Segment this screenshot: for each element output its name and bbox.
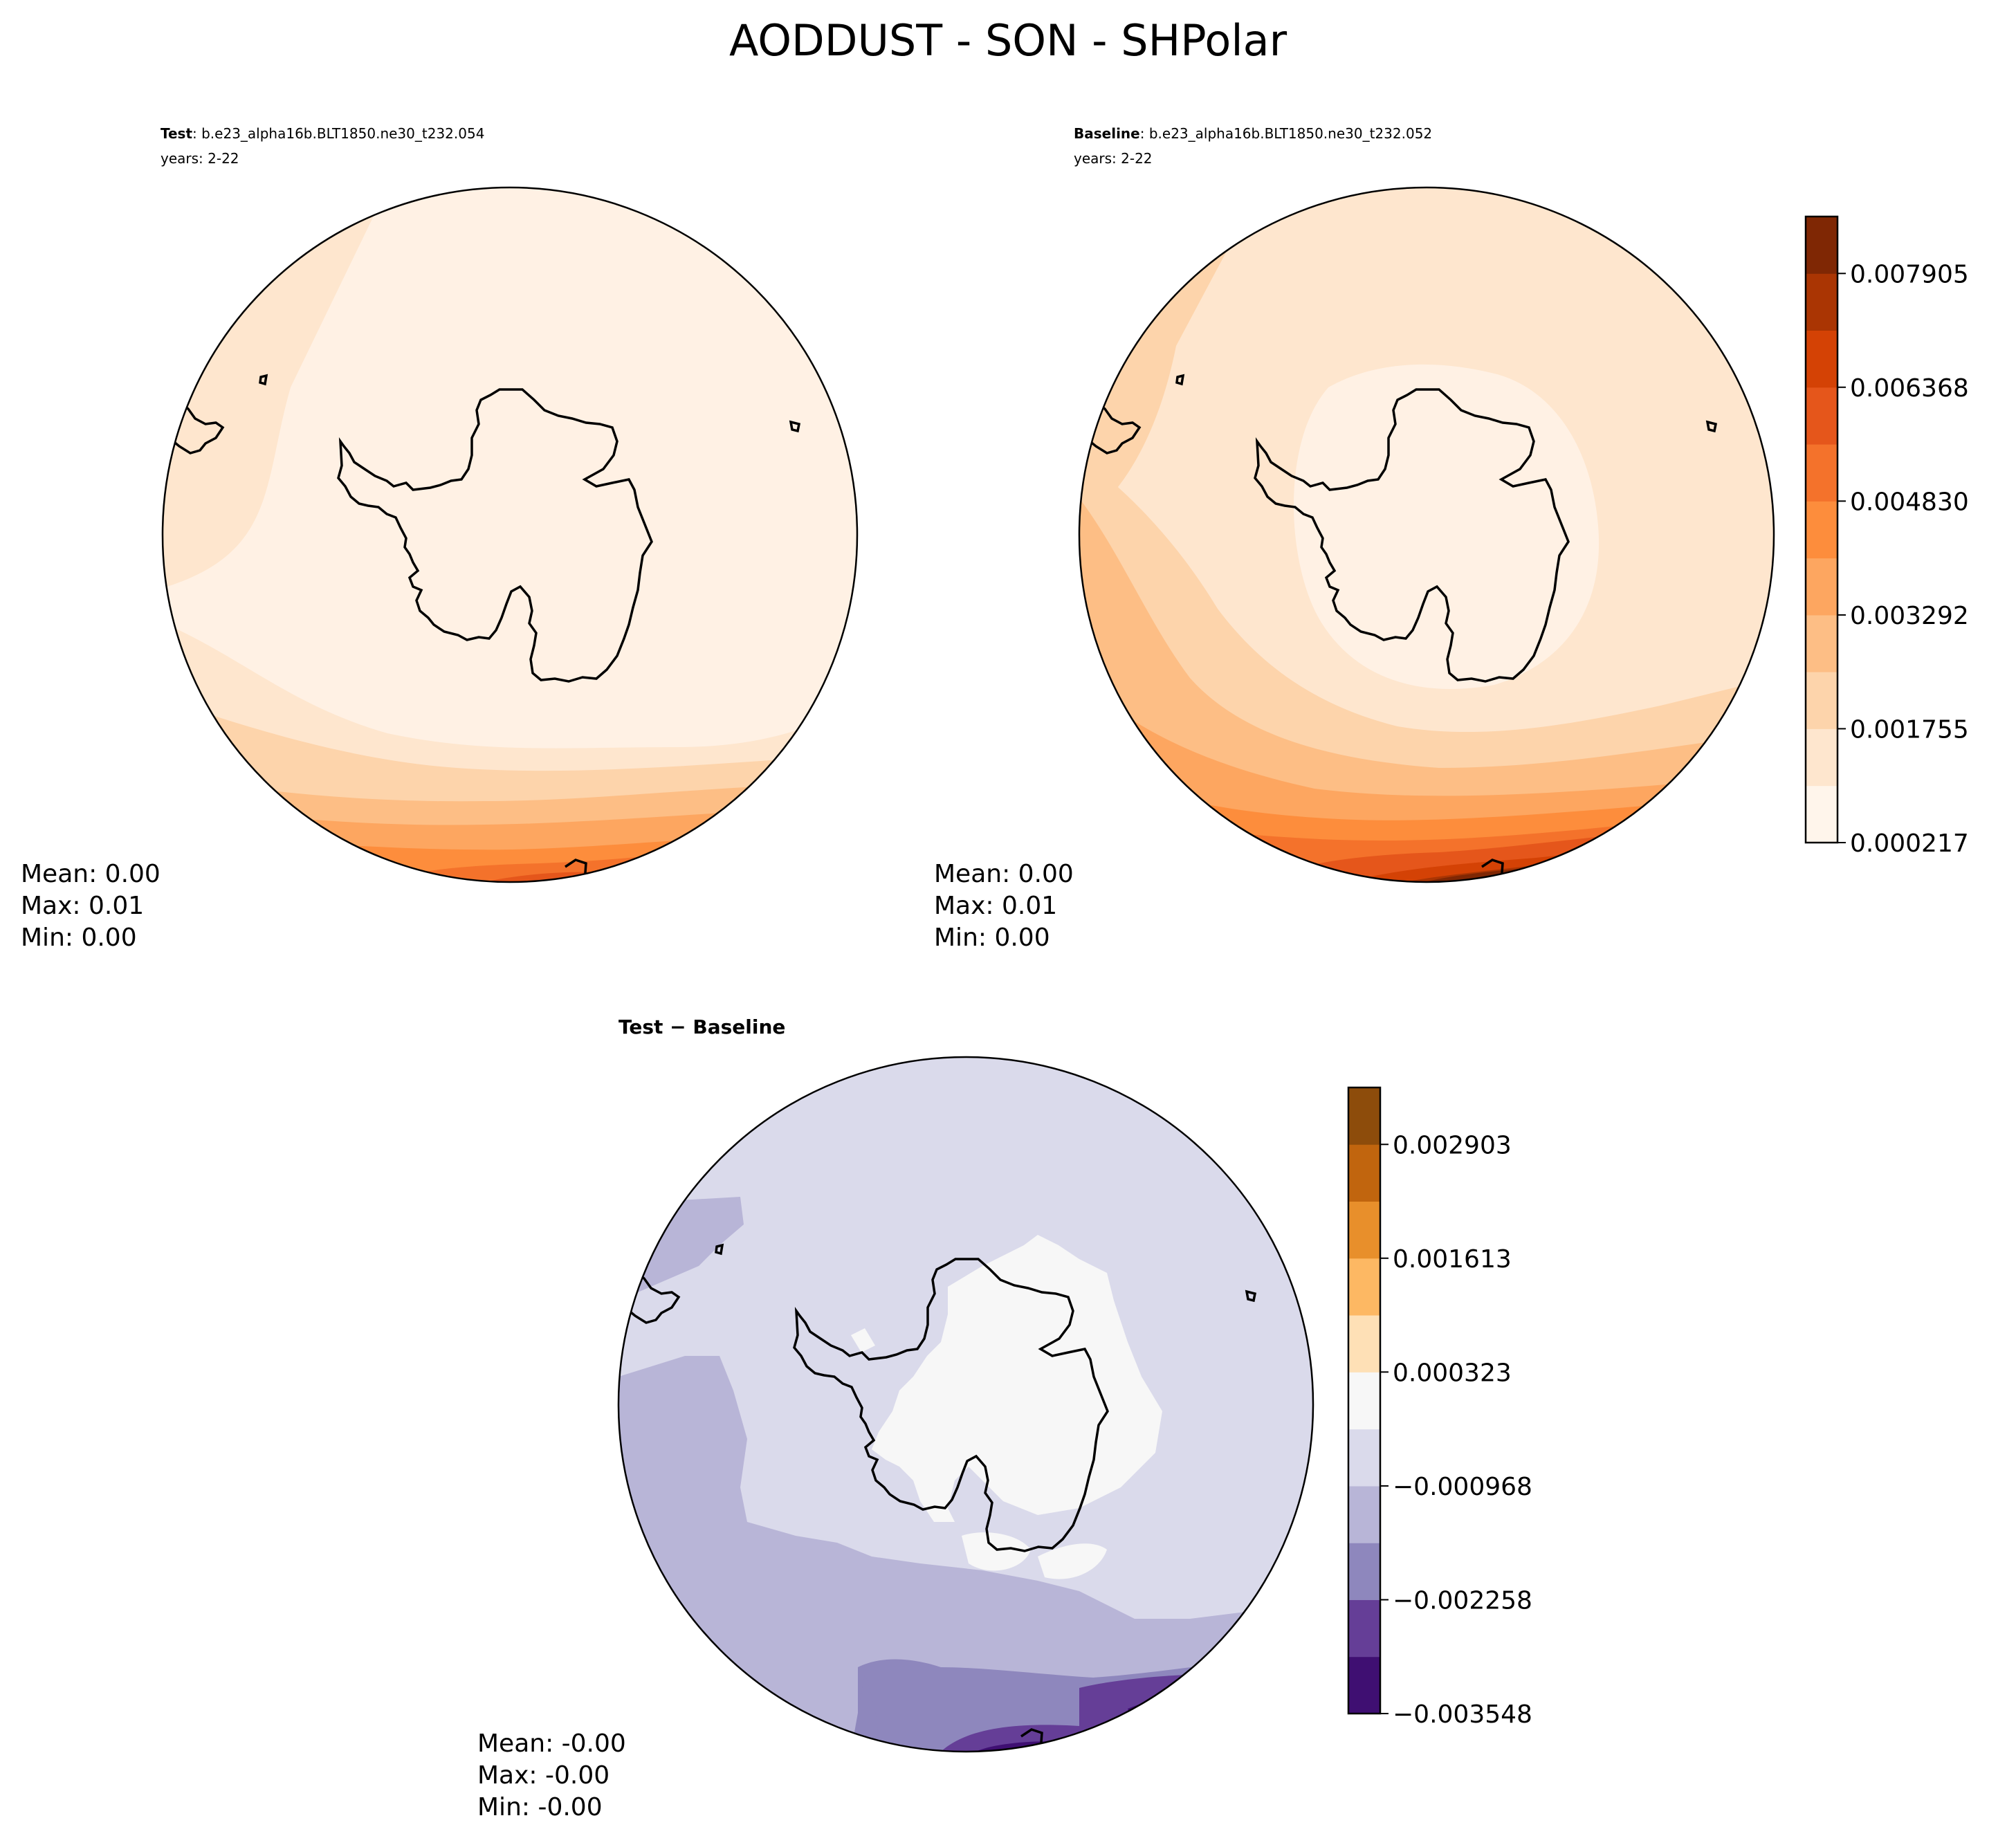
- test-map: [163, 187, 857, 882]
- baseline-map: [1079, 187, 1774, 882]
- difference-colorbar-swatch: [1348, 1656, 1380, 1714]
- difference-max: Max: -0.00: [477, 1761, 610, 1790]
- difference-colorbar-tick-label: 0.001613: [1393, 1245, 1512, 1274]
- baseline-colorbar-tick-label: 0.000217: [1850, 829, 1969, 858]
- test-panel-label: Test: b.e23_alpha16b.BLT1850.ne30_t232.0…: [161, 125, 484, 142]
- test-mean: Mean: 0.00: [21, 860, 161, 888]
- baseline-min: Min: 0.00: [934, 924, 1050, 952]
- baseline-colorbar: 0.000217 0.001755 0.003292 0.004830 0.006368…: [1804, 215, 1969, 858]
- baseline-colorbar-swatch: [1806, 217, 1838, 274]
- baseline-colorbar-swatch: [1806, 444, 1838, 502]
- difference-mean: Mean: -0.00: [477, 1729, 626, 1758]
- difference-colorbar-swatch: [1348, 1429, 1380, 1487]
- difference-colorbar-swatch: [1348, 1372, 1380, 1430]
- baseline-max: Max: 0.01: [934, 892, 1057, 920]
- test-min: Min: 0.00: [21, 924, 137, 952]
- difference-colorbar-tick-label: 0.000323: [1393, 1359, 1512, 1387]
- baseline-colorbar-swatch: [1806, 501, 1838, 559]
- baseline-label-case: : b.e23_alpha16b.BLT1850.ne30_t232.052: [1140, 125, 1432, 142]
- difference-colorbar-swatch: [1348, 1599, 1380, 1658]
- baseline-colorbar-tick-label: 0.006368: [1850, 374, 1969, 403]
- baseline-panel: Baseline: b.e23_alpha16b.BLT1850.ne30_t2…: [934, 125, 1969, 952]
- test-years: years: 2-22: [161, 150, 239, 167]
- difference-colorbar: −0.003548 −0.002258 −0.000968 0.000323 0.001…: [1347, 1086, 1532, 1729]
- baseline-colorbar-swatch: [1806, 273, 1838, 331]
- baseline-colorbar-frame: [1804, 215, 1839, 844]
- difference-colorbar-swatch: [1348, 1201, 1380, 1259]
- baseline-colorbar-swatch: [1806, 785, 1838, 843]
- difference-colorbar-swatch: [1348, 1315, 1380, 1373]
- baseline-colorbar-swatch: [1806, 672, 1838, 729]
- difference-colorbar-tick-label: 0.002903: [1393, 1131, 1512, 1159]
- difference-colorbar-swatch: [1348, 1087, 1380, 1145]
- difference-colorbar-swatch: [1348, 1485, 1380, 1543]
- difference-colorbar-tick-label: −0.002258: [1393, 1586, 1532, 1615]
- baseline-colorbar-tick-label: 0.003292: [1850, 602, 1969, 630]
- difference-colorbar-frame: [1347, 1086, 1382, 1715]
- baseline-colorbar-swatch: [1806, 558, 1838, 616]
- baseline-colorbar-swatch: [1806, 330, 1838, 388]
- difference-panel: Test − Baseline Mean: -0.00 Max: -0.00 M…: [477, 1016, 1532, 1821]
- baseline-colorbar-swatch: [1806, 728, 1838, 787]
- figure-title: AODDUST - SON - SHPolar: [729, 15, 1288, 66]
- baseline-colorbar-swatch: [1806, 387, 1838, 445]
- baseline-colorbar-tick-label: 0.004830: [1850, 488, 1969, 516]
- test-label-bold: Test: [161, 125, 192, 142]
- difference-colorbar-tick-label: −0.003548: [1393, 1700, 1532, 1729]
- difference-colorbar-swatch: [1348, 1543, 1380, 1600]
- difference-panel-label: Test − Baseline: [618, 1016, 785, 1038]
- baseline-years: years: 2-22: [1074, 150, 1153, 167]
- test-max: Max: 0.01: [21, 892, 144, 920]
- difference-colorbar-tick-label: −0.000968: [1393, 1473, 1532, 1501]
- baseline-colorbar-tick-label: 0.007905: [1850, 260, 1969, 288]
- difference-min: Min: -0.00: [477, 1793, 603, 1821]
- baseline-panel-label: Baseline: b.e23_alpha16b.BLT1850.ne30_t2…: [1074, 125, 1432, 142]
- difference-map: [618, 1057, 1313, 1752]
- test-panel: Test: b.e23_alpha16b.BLT1850.ne30_t232.0…: [21, 125, 859, 952]
- baseline-mean: Mean: 0.00: [934, 860, 1074, 888]
- difference-colorbar-swatch: [1348, 1258, 1380, 1316]
- baseline-colorbar-tick-label: 0.001755: [1850, 715, 1969, 744]
- test-label-case: : b.e23_alpha16b.BLT1850.ne30_t232.054: [192, 125, 484, 142]
- difference-colorbar-swatch: [1348, 1144, 1380, 1202]
- baseline-colorbar-swatch: [1806, 614, 1838, 672]
- baseline-label-bold: Baseline: [1074, 125, 1140, 142]
